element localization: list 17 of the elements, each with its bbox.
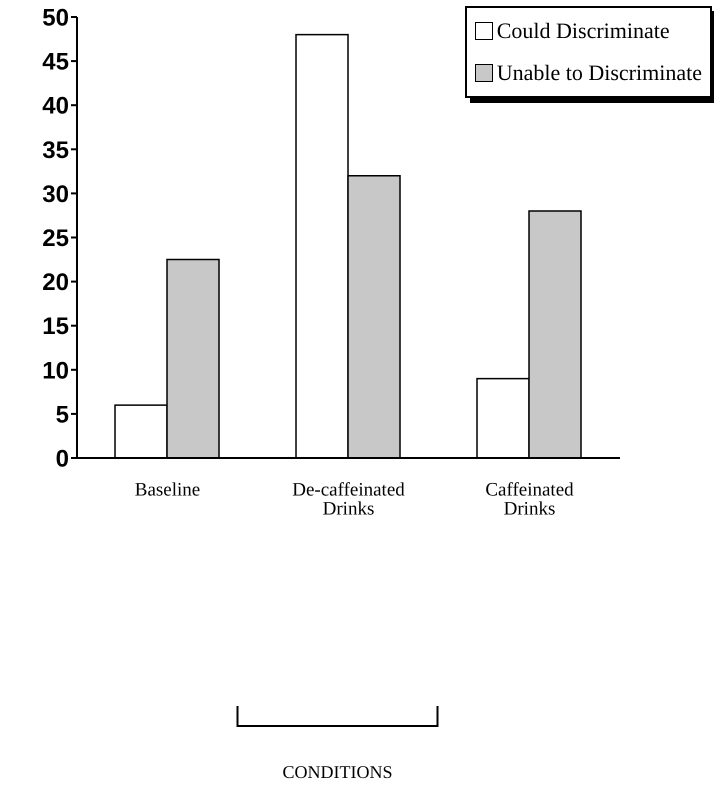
text: CONDITIONS [282,762,394,783]
y-tick-label: 35 [42,136,69,164]
y-tick-label: 10 [42,357,69,384]
y-tick-label: 20 [42,269,69,296]
y-tick-label: 40 [42,92,69,120]
y-tick-label: 45 [42,48,69,76]
y-tick-label: 30 [42,180,69,208]
legend-label: Unable to Discriminate [496,60,702,86]
x-tick-label: Baseline [134,479,200,500]
y-tick-label: 50 [42,4,69,32]
x-tick-label: De-caffeinated Drinks [292,479,406,520]
y-tick-label: 25 [42,225,69,252]
y-tick-label: 0 [56,446,69,473]
y-tick-label: 5 [56,401,69,428]
y-tick-label: 15 [42,313,69,340]
x-tick-label: Caffeinated Drinks [485,479,574,520]
legend-label: Could Discriminate [496,18,670,44]
